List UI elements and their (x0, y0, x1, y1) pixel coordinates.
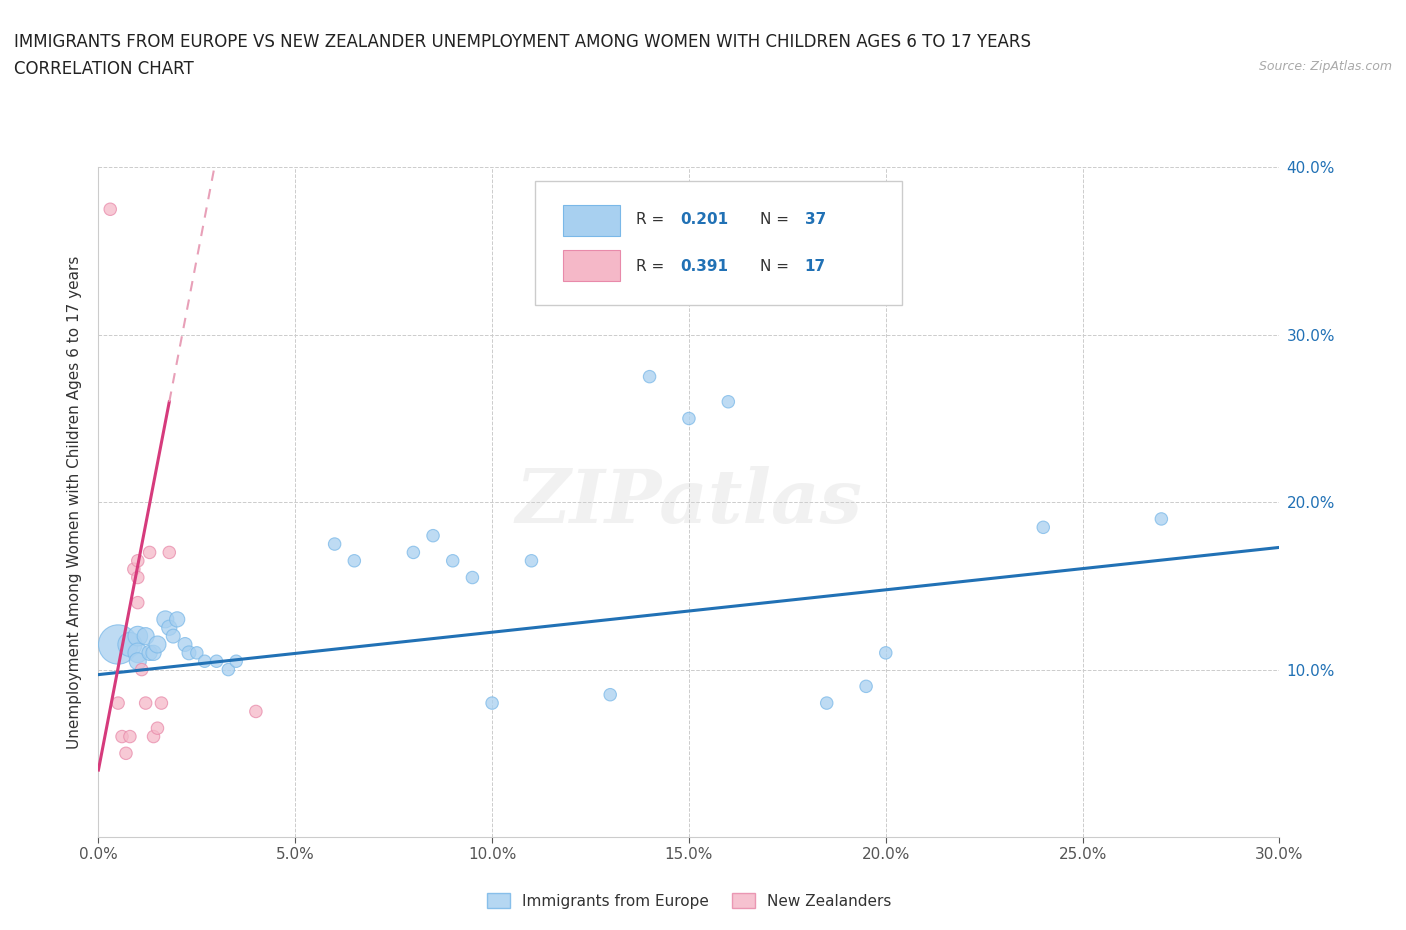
Point (441, 553, 464, 568)
Point (135, 629, 157, 644)
Point (461, 570, 484, 585)
Point (107, 696, 129, 711)
Point (127, 553, 149, 568)
Point (323, 537, 346, 551)
Text: 17: 17 (804, 259, 825, 274)
Point (138, 545, 160, 560)
Point (157, 620, 180, 635)
Legend: Immigrants from Europe, New Zealanders: Immigrants from Europe, New Zealanders (479, 885, 898, 916)
Point (146, 637, 169, 652)
Text: 37: 37 (804, 212, 825, 227)
Text: IMMIGRANTS FROM EUROPE VS NEW ZEALANDER UNEMPLOYMENT AMONG WOMEN WITH CHILDREN A: IMMIGRANTS FROM EUROPE VS NEW ZEALANDER … (14, 33, 1031, 50)
Point (245, 704, 267, 719)
Point (225, 654, 247, 669)
Point (422, 528, 444, 543)
Point (186, 645, 208, 660)
Text: N =: N = (759, 259, 793, 274)
Point (122, 562, 145, 577)
Point (127, 629, 149, 644)
FancyBboxPatch shape (562, 205, 620, 235)
Point (481, 696, 503, 711)
Point (162, 629, 184, 644)
Point (599, 687, 621, 702)
Point (146, 721, 169, 736)
Point (402, 545, 425, 560)
Point (118, 637, 141, 652)
Point (343, 553, 366, 568)
Point (127, 570, 149, 585)
Point (115, 746, 138, 761)
Point (1150, 512, 1173, 526)
Text: Source: ZipAtlas.com: Source: ZipAtlas.com (1258, 60, 1392, 73)
Point (717, 394, 740, 409)
Text: R =: R = (636, 259, 669, 274)
Text: 0.201: 0.201 (681, 212, 728, 227)
Text: 0.391: 0.391 (681, 259, 728, 274)
Point (138, 645, 160, 660)
Point (127, 654, 149, 669)
Point (855, 679, 877, 694)
Y-axis label: Unemployment Among Women with Children Ages 6 to 17 years: Unemployment Among Women with Children A… (67, 256, 83, 749)
Point (875, 645, 897, 660)
Point (150, 696, 173, 711)
Point (520, 553, 543, 568)
FancyBboxPatch shape (562, 250, 620, 281)
Point (157, 545, 180, 560)
Point (135, 696, 157, 711)
Point (678, 411, 700, 426)
Point (1032, 520, 1054, 535)
Point (127, 595, 149, 610)
FancyBboxPatch shape (536, 180, 901, 305)
Point (118, 729, 141, 744)
Text: CORRELATION CHART: CORRELATION CHART (14, 60, 194, 78)
Point (638, 369, 661, 384)
Point (98, 202, 121, 217)
Point (142, 645, 165, 660)
Point (205, 654, 228, 669)
Text: N =: N = (759, 212, 793, 227)
Point (131, 662, 153, 677)
Text: R =: R = (636, 212, 669, 227)
Point (174, 637, 197, 652)
Point (155, 612, 177, 627)
Point (111, 729, 134, 744)
Point (815, 696, 838, 711)
Point (177, 645, 200, 660)
Point (107, 637, 129, 652)
Point (194, 654, 217, 669)
Text: ZIPatlas: ZIPatlas (516, 466, 862, 538)
Point (127, 645, 149, 660)
Point (166, 612, 188, 627)
Point (142, 729, 165, 744)
Point (217, 662, 239, 677)
